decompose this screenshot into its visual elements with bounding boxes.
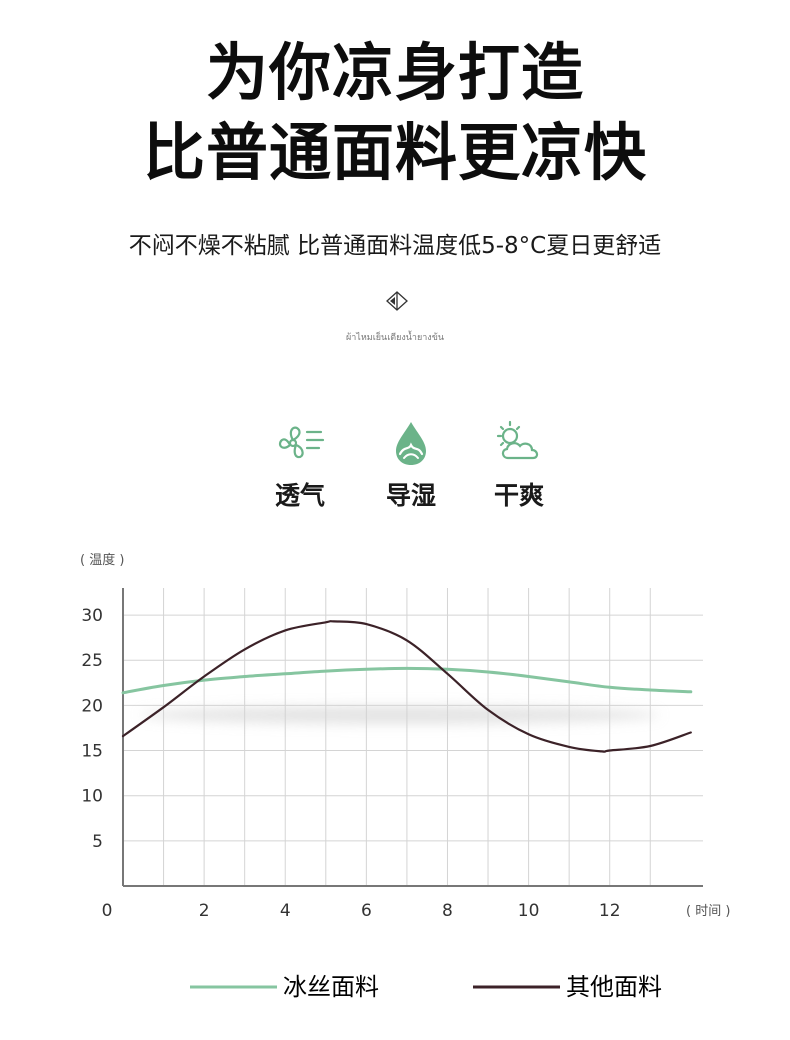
x-tick-label: 10 (518, 901, 540, 921)
feature-label: 干爽 (493, 481, 544, 510)
y-tick-label: 10 (81, 787, 103, 807)
y-tick-label: 5 (92, 832, 103, 852)
headline-line-2: 比普通面料更凉快 (142, 116, 647, 189)
y-tick-label: 15 (81, 742, 103, 762)
subtitle: 不闷不燥不粘腻 比普通面料温度低5-8°C夏日更舒适 (128, 233, 662, 259)
legend-label-ice-silk: 冰丝面料 (283, 973, 379, 1001)
soft-shadow-decoration (140, 706, 660, 724)
series-line-1 (121, 620, 692, 753)
feature-moisture-wicking: 导湿 (366, 418, 456, 512)
x-tick-label: 8 (442, 901, 453, 921)
legend-label-other: 其他面料 (566, 973, 662, 1001)
sun-cloud-icon (496, 420, 539, 460)
feature-label: 透气 (274, 481, 325, 510)
series-line-0 (121, 666, 693, 695)
chart-grid (123, 588, 703, 886)
fan-breathable-icon (278, 426, 325, 459)
headline-line-1: 为你凉身打造 (205, 36, 584, 109)
x-tick-label: 0 (102, 901, 113, 921)
feature-label: 导湿 (385, 481, 436, 510)
x-tick-label: 6 (361, 901, 372, 921)
chart-ticks: 0 2 4 6 8 10 12 5 10 15 20 25 30 (81, 606, 620, 921)
feature-dry: 干爽 (474, 418, 564, 512)
y-axis-label: ( 温度 ) (80, 552, 124, 568)
y-tick-label: 30 (81, 606, 103, 626)
temperature-chart: 0 2 4 6 8 10 12 5 10 15 20 25 30 ( 温度 ) ( 时间 ) 冰丝面料 … (80, 552, 730, 1001)
legend: 冰丝面料 其他面料 (190, 973, 662, 1001)
x-tick-label: 2 (199, 901, 210, 921)
thai-caption: ผ้าไหมเย็นเตียงน้ำยางข้น (345, 333, 445, 343)
chart-series (121, 620, 693, 753)
x-axis-label: ( 时间 ) (686, 904, 730, 919)
diamond-arrows-icon (386, 291, 408, 311)
y-tick-label: 20 (81, 696, 103, 716)
water-drop-icon (396, 422, 426, 465)
y-tick-label: 25 (81, 651, 103, 671)
x-tick-label: 12 (599, 901, 621, 921)
x-tick-label: 4 (280, 901, 291, 921)
feature-breathable: 透气 (255, 418, 345, 512)
